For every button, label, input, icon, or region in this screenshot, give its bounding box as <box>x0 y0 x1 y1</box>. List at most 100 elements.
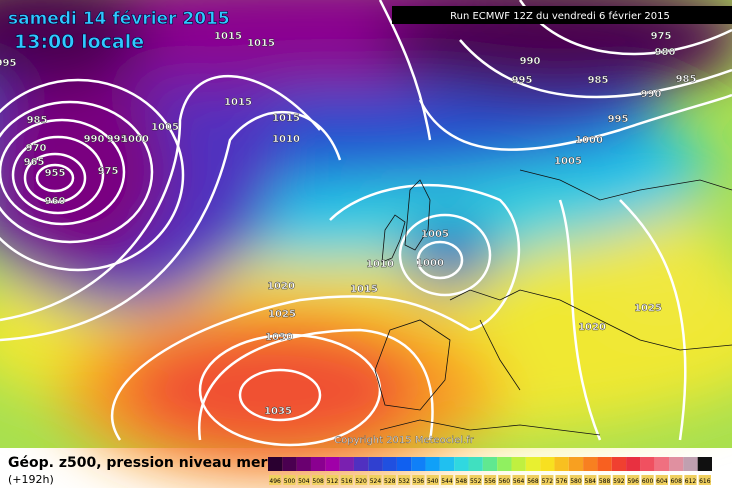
scale-label-bg <box>412 475 425 485</box>
scale-label: 552 <box>470 478 482 485</box>
isobar-label: 1005 <box>421 229 449 240</box>
date: samedi 14 février 2015 <box>8 9 230 29</box>
isobar-label: 995 <box>0 58 16 69</box>
scale-label-bg <box>655 475 669 485</box>
scale-label-bg <box>555 475 568 485</box>
scale-label-bg <box>297 475 310 485</box>
isobar-label: 985 <box>27 115 48 126</box>
scale-swatch <box>296 457 311 471</box>
scale-label-bg <box>455 475 468 485</box>
isobar-label: 1005 <box>151 122 179 133</box>
scale-label-bg <box>369 475 382 485</box>
scale-swatch <box>654 457 670 471</box>
scale-label: 536 <box>413 478 425 485</box>
scale-swatch <box>611 457 627 471</box>
scale-label-bg <box>541 475 554 485</box>
isobar-label: 995 <box>512 75 533 86</box>
scale-swatch <box>353 457 369 471</box>
isobar-label: 1005 <box>554 156 582 167</box>
isobar-label: 1000 <box>121 134 149 145</box>
lead-time: (+192h) <box>8 473 54 486</box>
isobar-label: 975 <box>651 31 672 42</box>
scale-label-bg <box>569 475 583 485</box>
scale-label-bg <box>698 475 711 485</box>
scale-swatch <box>396 457 412 471</box>
scale-label-bg <box>469 475 482 485</box>
scale-label: 612 <box>685 478 697 485</box>
isobar-label: 995 <box>608 114 629 125</box>
scale-label: 604 <box>656 478 668 485</box>
scale-swatch <box>583 457 598 471</box>
isobar-label: 980 <box>655 47 676 58</box>
scale-swatch <box>325 457 340 471</box>
scale-swatch <box>554 457 569 471</box>
scale-label: 532 <box>398 478 410 485</box>
scale-label-bg <box>670 475 683 485</box>
scale-label: 528 <box>384 478 396 485</box>
scale-swatch <box>626 457 641 471</box>
isobar-label: 1015 <box>272 113 300 124</box>
scale-label: 596 <box>627 478 639 485</box>
isobar-label: 1000 <box>575 135 603 146</box>
scale-label-bg <box>526 475 540 485</box>
scale-label-bg <box>440 475 454 485</box>
scale-label: 548 <box>456 478 468 485</box>
scale-label: 580 <box>570 478 582 485</box>
scale-label: 556 <box>484 478 496 485</box>
isobar-label: 990 <box>641 89 662 100</box>
isobar-label: 995 <box>107 134 128 145</box>
scale-label: 568 <box>527 478 539 485</box>
isobar-label: 955 <box>45 168 66 179</box>
isobar-label: 1010 <box>272 134 300 145</box>
scale-swatch <box>568 457 584 471</box>
scale-label: 592 <box>613 478 625 485</box>
isobar-label: 975 <box>98 166 119 177</box>
isobar-label: 965 <box>24 157 45 168</box>
isobar-label: 1035 <box>264 406 292 417</box>
run-info: Run ECMWF 12Z du vendredi 6 février 2015 <box>450 10 670 22</box>
isobars <box>0 0 732 447</box>
isobar-label: 970 <box>26 143 47 154</box>
scale-label: 504 <box>298 478 310 485</box>
isobar-label: 990 <box>520 56 541 67</box>
scale-label-bg <box>283 475 296 485</box>
scale-label-bg <box>641 475 654 485</box>
scale-swatch <box>640 457 655 471</box>
scale-label: 576 <box>556 478 568 485</box>
scale-label-bg <box>269 475 282 485</box>
scale-label: 608 <box>670 478 682 485</box>
scale-swatch <box>411 457 426 471</box>
scale-swatch <box>339 457 354 471</box>
scale-label: 516 <box>341 478 353 485</box>
scale-label: 572 <box>542 478 554 485</box>
scale-label-bg <box>340 475 353 485</box>
scale-label: 560 <box>499 478 511 485</box>
legend-title: Géop. z500, pression niveau mer <box>8 455 267 471</box>
time: 13:00 locale <box>14 31 144 53</box>
scale-swatch <box>683 457 698 471</box>
isobar-label: 990 <box>84 134 105 145</box>
isobar-label: 1015 <box>247 38 275 49</box>
scale-swatch <box>482 457 498 471</box>
coastlines <box>374 169 732 436</box>
scale-label-bg <box>627 475 640 485</box>
scale-swatch <box>511 457 526 471</box>
scale-swatch <box>468 457 483 471</box>
scale-swatch <box>382 457 397 471</box>
scale-label: 584 <box>585 478 597 485</box>
scale-swatch <box>525 457 541 471</box>
run-box <box>392 6 732 24</box>
scale-label: 520 <box>355 478 367 485</box>
scale-label: 616 <box>699 478 711 485</box>
scale-swatch <box>439 457 455 471</box>
scale-label: 600 <box>642 478 654 485</box>
scale-label: 500 <box>284 478 296 485</box>
scale-label: 540 <box>427 478 439 485</box>
isobar-label: 1020 <box>267 281 295 292</box>
scale-label-bg <box>612 475 626 485</box>
scale-label: 588 <box>599 478 611 485</box>
scale-label-bg <box>311 475 325 485</box>
scale-label-bg <box>397 475 411 485</box>
scale-swatch <box>282 457 297 471</box>
